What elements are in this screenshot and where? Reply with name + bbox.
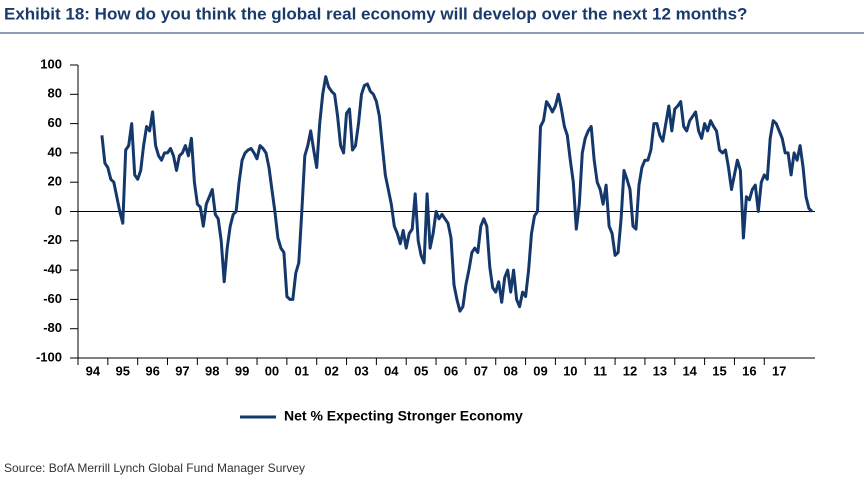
x-tick-label: 01 [295,363,309,378]
x-tick-label: 98 [205,363,219,378]
y-tick-label: 60 [48,115,62,130]
x-tick-label: 14 [682,363,697,378]
x-tick-label: 00 [265,363,279,378]
x-tick-label: 08 [503,363,517,378]
x-tick-label: 02 [324,363,338,378]
legend-label: Net % Expecting Stronger Economy [284,408,523,424]
x-tick-label: 11 [593,363,607,378]
line-series [100,75,814,313]
x-tick-label: 97 [175,363,189,378]
x-tick-label: 05 [414,363,428,378]
y-tick-label: 100 [40,56,62,71]
x-tick-label: 12 [623,363,637,378]
x-tick-label: 17 [772,363,786,378]
y-tick-label: 0 [55,203,62,218]
x-tick-label: 99 [235,363,249,378]
x-tick-label: 15 [712,363,726,378]
y-tick-label: -20 [43,232,62,247]
x-tick-label: 13 [653,363,667,378]
y-tick-label: 40 [48,144,62,159]
x-tick-label: 07 [474,363,488,378]
x-tick-label: 94 [86,363,101,378]
chart-title: Exhibit 18: How do you think the global … [4,4,747,23]
source: Source: BofA Merrill Lynch Global Fund M… [4,461,305,475]
y-tick-label: -100 [36,349,62,364]
y-tick-label: -40 [43,262,62,277]
y-tick-label: 80 [48,86,62,101]
y-tick-label: -60 [43,291,62,306]
x-tick-label: 96 [145,363,159,378]
x-tick-label: 95 [116,363,130,378]
x-tick-label: 16 [742,363,756,378]
y-tick-label: -80 [43,320,62,335]
x-tick-label: 10 [563,363,577,378]
x-tick-label: 03 [354,363,368,378]
x-tick-label: 04 [384,363,399,378]
x-tick-label: 09 [533,363,547,378]
x-tick-label: 06 [444,363,458,378]
y-tick-label: 20 [48,174,62,189]
